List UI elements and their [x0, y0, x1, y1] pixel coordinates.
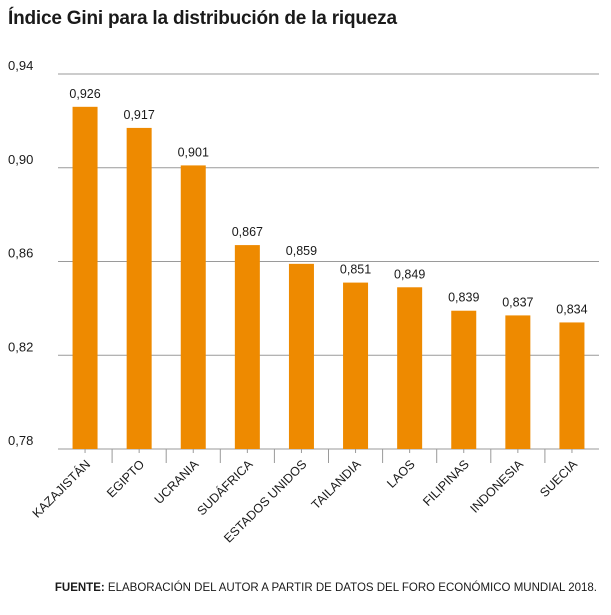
x-tick-label: TAILANDIA: [309, 457, 364, 512]
source-note: FUENTE: ELABORACIÓN DEL AUTOR A PARTIR D…: [55, 582, 597, 594]
bar-chart: 0,78 0,82 0,86 0,90 0,94 0,926 KAZAJISTÁN 0,917…: [8, 58, 599, 546]
source-label: FUENTE:: [54, 582, 105, 594]
x-tick-label: INDONESIA: [467, 457, 526, 516]
y-tick-label: 0,94: [8, 58, 33, 73]
data-label: 0,867: [232, 225, 263, 239]
x-tick-label: SUECIA: [537, 457, 580, 500]
data-label: 0,849: [394, 267, 425, 281]
data-label: 0,851: [340, 263, 371, 277]
bar: [126, 127, 152, 449]
bar: [234, 245, 260, 449]
y-tick-label: 0,78: [8, 433, 33, 448]
bar: [180, 165, 206, 449]
data-label: 0,926: [69, 87, 100, 101]
source-text: ELABORACIÓN DEL AUTOR A PARTIR DE DATOS …: [104, 582, 597, 594]
chart-title: Índice Gini para la distribución de la r…: [8, 8, 397, 29]
bar: [288, 263, 314, 449]
y-tick-label: 0,86: [8, 246, 33, 261]
data-label: 0,839: [448, 291, 479, 305]
x-tick-label: SUDÁFRICA: [194, 456, 256, 518]
x-tick-label: KAZAJISTÁN: [29, 457, 93, 521]
x-tick-label: EGIPTO: [104, 457, 147, 500]
bar: [397, 287, 423, 449]
x-tick-label: UCRANIA: [152, 457, 202, 507]
data-label: 0,859: [286, 244, 317, 258]
x-tick-label: LAOS: [384, 457, 417, 490]
data-label: 0,837: [502, 295, 533, 309]
y-tick-label: 0,90: [8, 152, 33, 167]
bar: [72, 106, 98, 449]
bar: [505, 315, 531, 449]
bar: [451, 310, 477, 449]
bar: [559, 322, 585, 449]
data-label: 0,917: [124, 108, 155, 122]
data-label: 0,834: [556, 302, 587, 316]
y-tick-label: 0,82: [8, 339, 33, 354]
bar: [343, 282, 369, 449]
data-label: 0,901: [178, 145, 209, 159]
x-tick-label: FILIPINAS: [420, 457, 472, 509]
